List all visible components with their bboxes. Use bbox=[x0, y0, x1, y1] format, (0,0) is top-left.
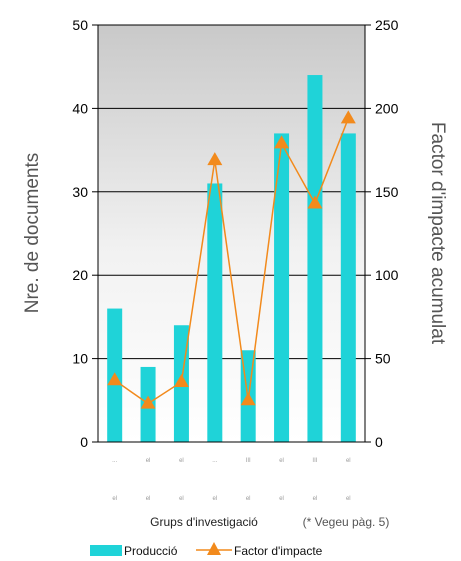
x-tick-label-secondary: el bbox=[279, 496, 284, 502]
line-point bbox=[274, 135, 290, 149]
right-axis-ticks: 0 50 100 150 200 250 bbox=[365, 17, 399, 450]
line-point bbox=[340, 110, 356, 124]
x-tick-label: el bbox=[279, 458, 284, 464]
y2-tick-label: 100 bbox=[375, 267, 399, 283]
y2-tick-label: 250 bbox=[375, 17, 399, 33]
y-tick-label: 30 bbox=[72, 184, 88, 200]
y-axis-title: Nre. de documents bbox=[22, 153, 43, 314]
legend-label-factor: Factor d'impacte bbox=[234, 544, 323, 558]
x-tick-label-secondary: el bbox=[146, 496, 151, 502]
x-tick-label-secondary: el bbox=[112, 496, 117, 502]
series-line bbox=[114, 118, 350, 405]
x-axis-note: (* Vegeu pàg. 5) bbox=[303, 515, 390, 529]
x-tick-label-secondary: el bbox=[179, 496, 184, 502]
legend-label-produccio: Producció bbox=[124, 544, 178, 558]
legend-marker-factor bbox=[207, 542, 221, 555]
x-axis-title: Grups d'investigació bbox=[150, 515, 258, 529]
bar bbox=[274, 133, 290, 443]
legend-swatch-produccio bbox=[90, 545, 122, 556]
x-tick-label-secondary: el bbox=[346, 496, 351, 502]
y-tick-label: 40 bbox=[72, 100, 88, 116]
line-point bbox=[107, 372, 123, 386]
line-point bbox=[173, 373, 189, 387]
bar bbox=[340, 133, 356, 443]
y-tick-label: 10 bbox=[72, 351, 88, 367]
plot-area bbox=[98, 25, 365, 442]
line-point bbox=[140, 395, 156, 409]
x-tick-label-secondary: el bbox=[246, 496, 251, 502]
line-point bbox=[207, 152, 223, 166]
line-point bbox=[240, 392, 256, 406]
x-tick-label: III bbox=[312, 458, 317, 464]
left-axis-ticks: 0 10 20 30 40 50 bbox=[72, 17, 98, 450]
x-tick-label: el bbox=[346, 458, 351, 464]
y2-tick-label: 50 bbox=[375, 351, 391, 367]
x-tick-label: el bbox=[146, 458, 151, 464]
x-axis-ticks: ... el el el el el... el III el el el III el el el bbox=[112, 458, 350, 502]
x-tick-label-secondary: el bbox=[212, 496, 217, 502]
bar bbox=[307, 75, 323, 442]
x-tick-label-secondary: el bbox=[313, 496, 318, 502]
y-tick-label: 0 bbox=[80, 434, 88, 450]
axes bbox=[97, 25, 366, 443]
x-tick-label: ... bbox=[112, 458, 117, 464]
x-tick-label: ... bbox=[212, 458, 217, 464]
y2-axis-title: Factor d'impacte acumulat bbox=[427, 122, 448, 345]
legend: Producció Factor d'impacte bbox=[90, 542, 323, 558]
x-tick-label: III bbox=[246, 458, 251, 464]
line-point bbox=[307, 195, 323, 209]
x-tick-label: el bbox=[179, 458, 184, 464]
y2-tick-label: 150 bbox=[375, 184, 399, 200]
y2-tick-label: 200 bbox=[375, 100, 399, 116]
line-series-factor-impacte bbox=[107, 110, 356, 409]
y2-tick-label: 0 bbox=[375, 434, 383, 450]
bar bbox=[207, 183, 223, 442]
y-tick-label: 50 bbox=[72, 17, 88, 33]
y-tick-label: 20 bbox=[72, 267, 88, 283]
